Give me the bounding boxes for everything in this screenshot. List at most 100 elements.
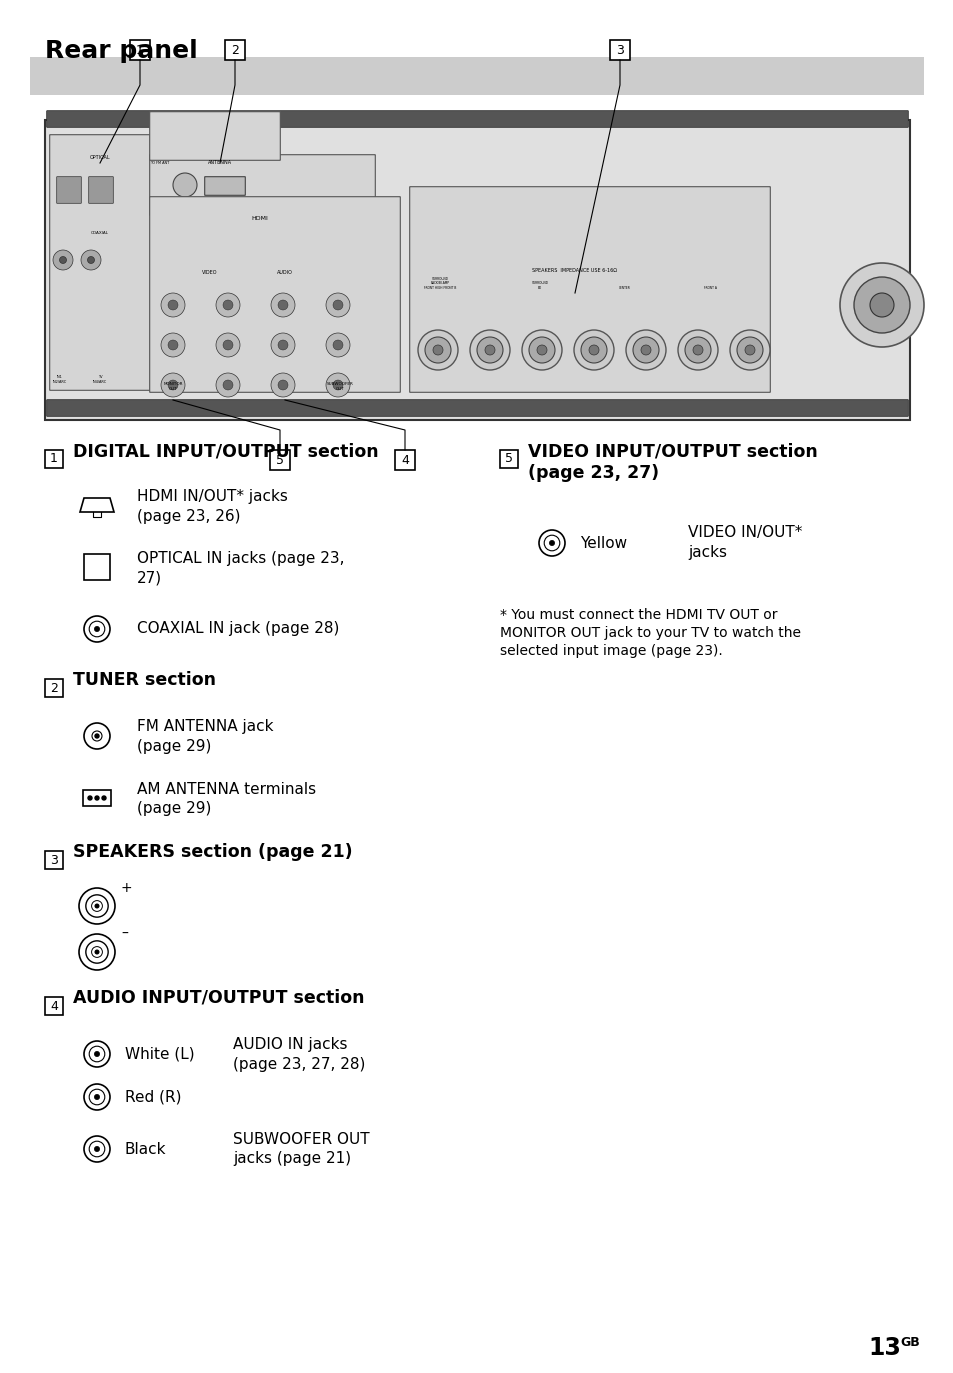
Text: SPEAKERS section (page 21): SPEAKERS section (page 21): [73, 843, 353, 861]
Text: (page 23, 27, 28): (page 23, 27, 28): [233, 1056, 365, 1071]
Text: jacks (page 21): jacks (page 21): [233, 1152, 351, 1167]
Circle shape: [94, 626, 99, 632]
Circle shape: [94, 1094, 99, 1100]
FancyBboxPatch shape: [45, 450, 63, 468]
Circle shape: [433, 345, 442, 356]
Circle shape: [172, 173, 196, 196]
Text: VIDEO INPUT/OUTPUT section: VIDEO INPUT/OUTPUT section: [527, 442, 817, 460]
Circle shape: [588, 345, 598, 356]
Circle shape: [424, 336, 451, 362]
Text: SURROUND
BACK/BI-AMP
FRONT HIGH FRONT B: SURROUND BACK/BI-AMP FRONT HIGH FRONT B: [423, 277, 456, 290]
Circle shape: [333, 299, 343, 310]
FancyBboxPatch shape: [609, 40, 629, 60]
Circle shape: [94, 1052, 99, 1057]
Text: IN1
IN2/ARC: IN1 IN2/ARC: [52, 375, 67, 383]
Circle shape: [684, 336, 710, 362]
Text: ANTENNA: ANTENNA: [208, 161, 232, 165]
Circle shape: [223, 341, 233, 350]
Circle shape: [271, 334, 294, 357]
Text: (page 23, 26): (page 23, 26): [137, 508, 240, 523]
FancyBboxPatch shape: [205, 177, 245, 195]
Text: Black: Black: [125, 1141, 167, 1156]
Circle shape: [869, 292, 893, 317]
Circle shape: [168, 380, 178, 390]
Text: 4: 4: [50, 1000, 58, 1012]
Text: Rear panel: Rear panel: [45, 38, 197, 63]
Circle shape: [95, 950, 99, 954]
Circle shape: [161, 292, 185, 317]
Text: (page 29): (page 29): [137, 802, 212, 817]
Text: MONITOR
OUT: MONITOR OUT: [163, 382, 183, 390]
Circle shape: [215, 373, 240, 397]
Text: 27): 27): [137, 571, 162, 585]
Circle shape: [215, 334, 240, 357]
Text: OPTICAL: OPTICAL: [90, 155, 111, 161]
Circle shape: [484, 345, 495, 356]
Text: 2: 2: [231, 44, 238, 56]
FancyBboxPatch shape: [150, 155, 375, 216]
Circle shape: [692, 345, 702, 356]
Circle shape: [729, 330, 769, 369]
Circle shape: [161, 334, 185, 357]
Circle shape: [102, 796, 106, 800]
Circle shape: [277, 299, 288, 310]
Text: HDMI: HDMI: [252, 216, 268, 221]
FancyBboxPatch shape: [282, 239, 315, 261]
Circle shape: [168, 341, 178, 350]
Text: 2: 2: [50, 681, 58, 695]
Circle shape: [95, 905, 99, 908]
Text: FRONT A: FRONT A: [702, 286, 716, 290]
Circle shape: [574, 330, 614, 369]
Text: MONITOR OUT jack to your TV to watch the: MONITOR OUT jack to your TV to watch the: [499, 626, 801, 640]
Text: DIGITAL INPUT/OUTPUT section: DIGITAL INPUT/OUTPUT section: [73, 442, 378, 460]
Circle shape: [223, 380, 233, 390]
Text: AUDIO: AUDIO: [276, 270, 293, 275]
Text: TO FM ANT: TO FM ANT: [151, 161, 170, 165]
Text: VIDEO: VIDEO: [202, 270, 217, 275]
Text: AUDIO IN jacks: AUDIO IN jacks: [233, 1037, 347, 1052]
Text: 5: 5: [504, 453, 513, 465]
FancyBboxPatch shape: [270, 450, 290, 470]
Circle shape: [223, 299, 233, 310]
Text: selected input image (page 23).: selected input image (page 23).: [499, 644, 722, 658]
Text: COAXIAL IN jack (page 28): COAXIAL IN jack (page 28): [137, 622, 339, 637]
Circle shape: [853, 277, 909, 334]
Circle shape: [333, 380, 343, 390]
Text: Yellow: Yellow: [579, 535, 626, 551]
Circle shape: [88, 257, 94, 264]
Text: GB: GB: [899, 1336, 919, 1350]
Circle shape: [678, 330, 718, 369]
Circle shape: [277, 380, 288, 390]
Circle shape: [95, 796, 99, 800]
Text: SUBWOOFER
OUT: SUBWOOFER OUT: [326, 382, 353, 390]
FancyBboxPatch shape: [130, 40, 150, 60]
Text: VIDEO IN/OUT*: VIDEO IN/OUT*: [687, 526, 801, 541]
FancyBboxPatch shape: [56, 177, 81, 203]
Text: (page 23, 27): (page 23, 27): [527, 464, 659, 482]
Circle shape: [625, 330, 665, 369]
FancyBboxPatch shape: [47, 400, 907, 416]
FancyBboxPatch shape: [30, 58, 923, 95]
Circle shape: [737, 336, 762, 362]
Text: jacks: jacks: [687, 545, 726, 560]
Circle shape: [417, 330, 457, 369]
Circle shape: [94, 1146, 99, 1152]
FancyBboxPatch shape: [45, 680, 63, 697]
Text: 1: 1: [136, 44, 144, 56]
Text: 3: 3: [50, 854, 58, 866]
Text: OPTICAL IN jacks (page 23,: OPTICAL IN jacks (page 23,: [137, 551, 344, 566]
Circle shape: [59, 257, 67, 264]
FancyBboxPatch shape: [225, 40, 245, 60]
Circle shape: [161, 373, 185, 397]
Circle shape: [580, 336, 606, 362]
Text: FM ANTENNA jack: FM ANTENNA jack: [137, 719, 274, 735]
Text: Red (R): Red (R): [125, 1090, 181, 1104]
Circle shape: [744, 345, 754, 356]
FancyBboxPatch shape: [324, 239, 357, 261]
Text: 5: 5: [275, 453, 284, 467]
Circle shape: [53, 250, 73, 270]
FancyBboxPatch shape: [47, 111, 907, 128]
Text: * You must connect the HDMI TV OUT or: * You must connect the HDMI TV OUT or: [499, 608, 777, 622]
FancyBboxPatch shape: [45, 997, 63, 1015]
Circle shape: [326, 334, 350, 357]
